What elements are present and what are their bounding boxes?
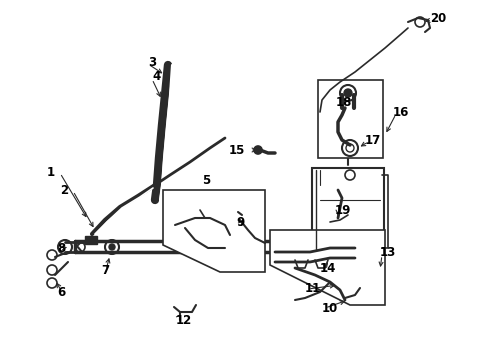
Text: 5: 5 <box>202 175 210 188</box>
Text: 14: 14 <box>320 261 336 274</box>
Circle shape <box>332 216 340 224</box>
Text: 8: 8 <box>57 242 65 255</box>
Text: 1: 1 <box>47 166 55 180</box>
Text: 2: 2 <box>60 184 68 198</box>
Text: 20: 20 <box>430 12 446 24</box>
Bar <box>312 168 384 253</box>
Circle shape <box>109 244 115 250</box>
Text: 12: 12 <box>176 314 192 327</box>
Text: 18: 18 <box>336 96 352 109</box>
Text: 10: 10 <box>322 302 338 315</box>
Text: 16: 16 <box>393 105 409 118</box>
Text: 17: 17 <box>365 134 381 147</box>
Circle shape <box>254 146 262 154</box>
Bar <box>85 236 97 244</box>
Polygon shape <box>163 190 265 272</box>
Text: 11: 11 <box>305 283 321 296</box>
Bar <box>318 80 383 158</box>
Text: 19: 19 <box>335 203 351 216</box>
Circle shape <box>344 89 352 97</box>
Polygon shape <box>270 230 385 305</box>
Text: 13: 13 <box>380 247 396 260</box>
Text: 4: 4 <box>152 71 160 84</box>
Text: 15: 15 <box>229 144 245 157</box>
Text: 9: 9 <box>236 216 244 229</box>
Text: 6: 6 <box>57 285 65 298</box>
Text: 3: 3 <box>148 55 156 68</box>
Text: 7: 7 <box>101 264 109 276</box>
